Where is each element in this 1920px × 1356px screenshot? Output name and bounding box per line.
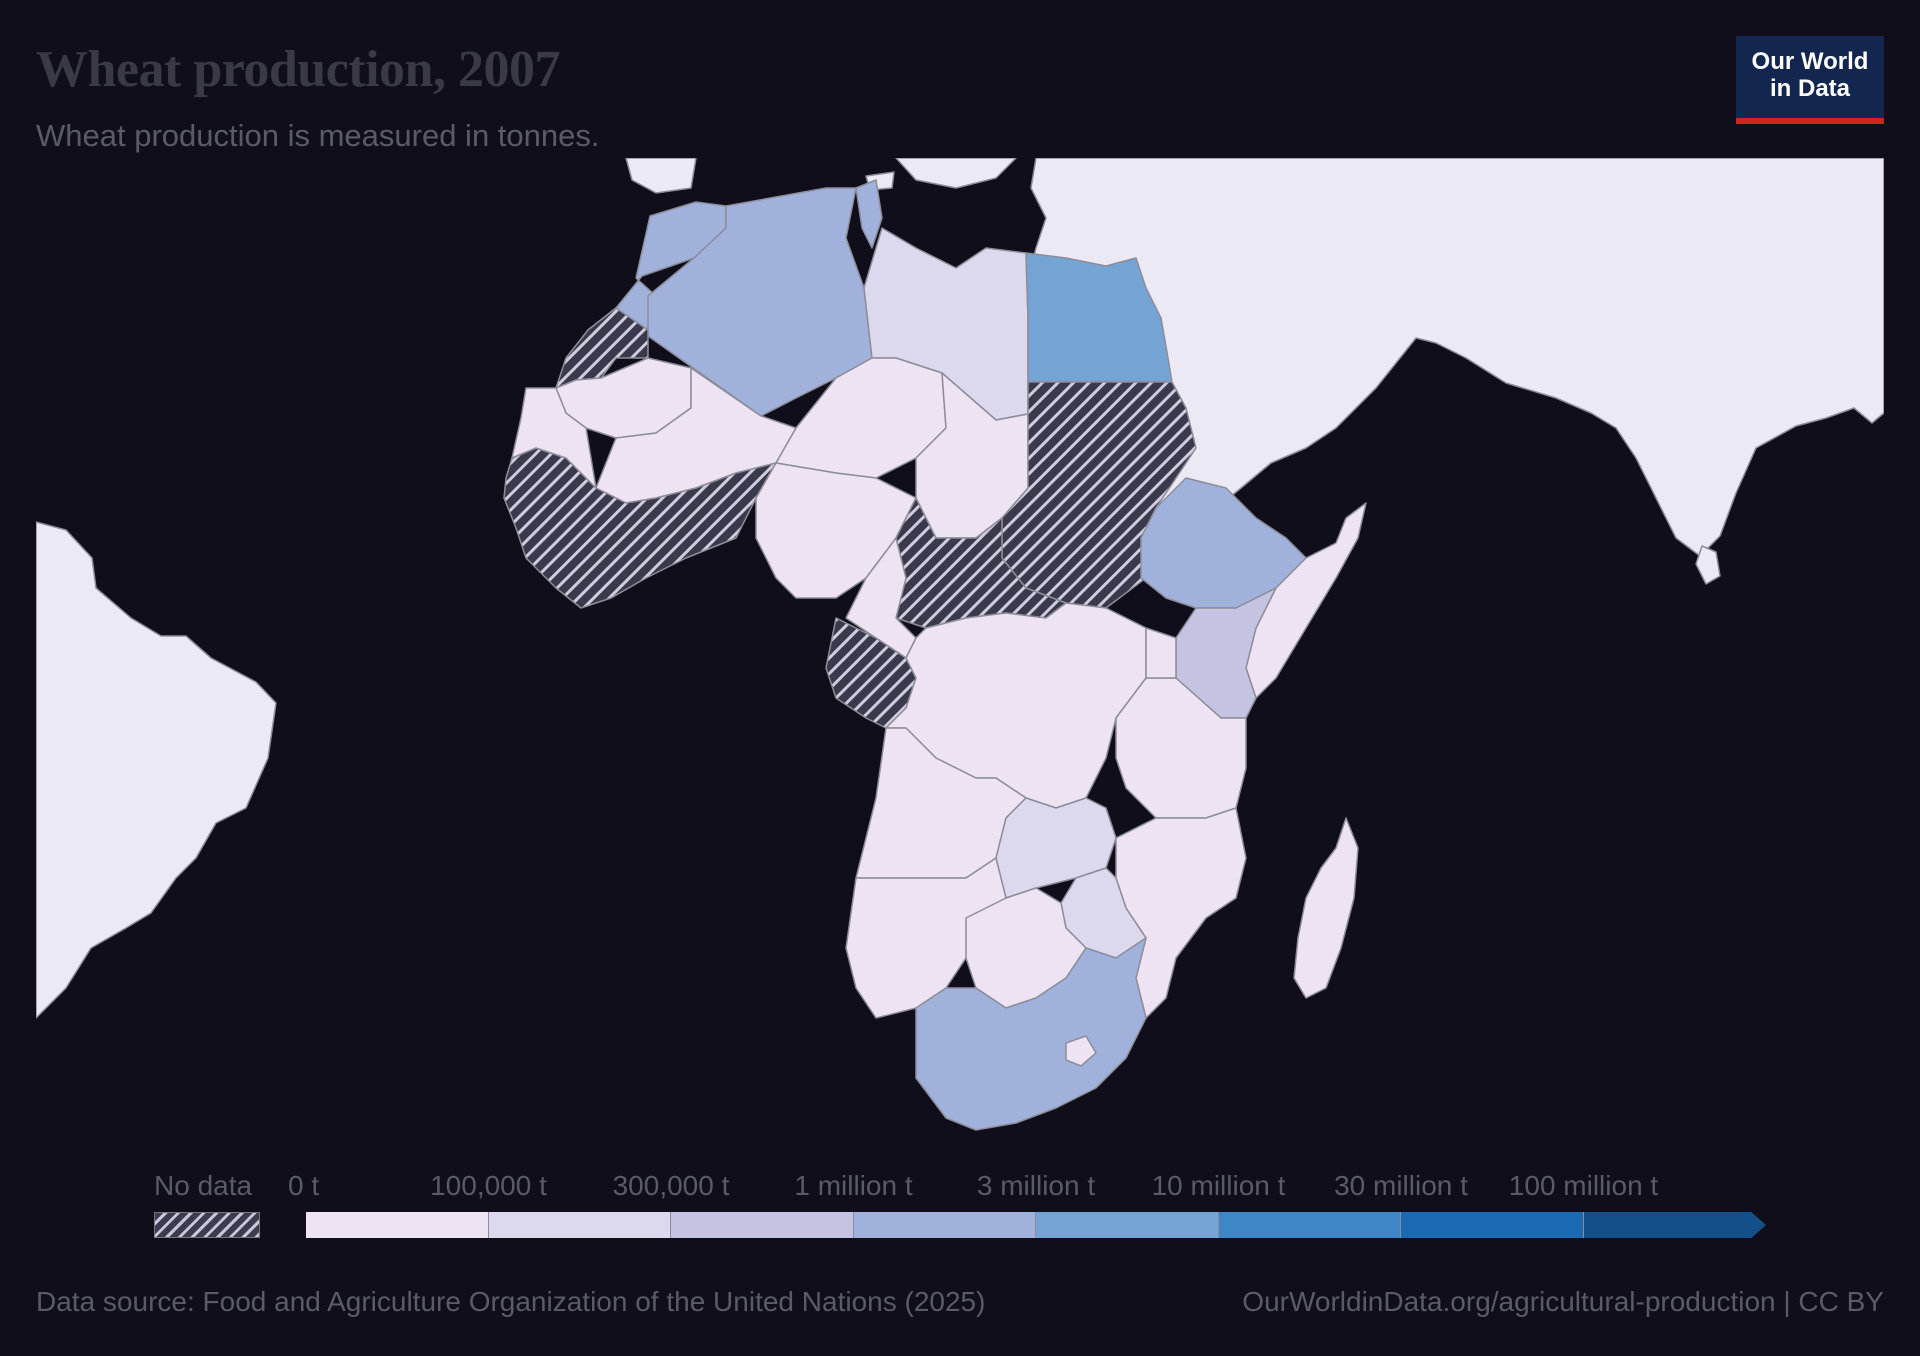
region-lesotho[interactable]: [1065, 1035, 1097, 1067]
region-madagascar[interactable]: [1293, 817, 1359, 999]
region-egypt[interactable]: [1025, 252, 1173, 383]
legend-bin-0[interactable]: [306, 1212, 489, 1238]
legend-tick-label: 30 million t: [1334, 1170, 1468, 1201]
region-senegal[interactable]: [511, 387, 597, 489]
legend-bin-7[interactable]: [1583, 1212, 1766, 1238]
legend-no-data-label: No data: [154, 1170, 253, 1201]
region-algeria[interactable]: [647, 187, 873, 417]
region-europe[interactable]: [625, 158, 697, 194]
choropleth-map[interactable]: [36, 158, 1884, 1138]
logo-line-2: in Data: [1769, 75, 1850, 102]
logo-line-1: Our World: [1751, 48, 1869, 75]
legend-no-data-swatch[interactable]: [154, 1212, 260, 1238]
legend-bin-4[interactable]: [1036, 1212, 1219, 1238]
owid-logo[interactable]: Our World in Data: [1736, 36, 1884, 124]
legend-tick-label: 10 million t: [1151, 1170, 1286, 1201]
legend-tick-label: 1 million t: [794, 1170, 913, 1201]
region-italy[interactable]: [895, 158, 1017, 189]
legend-tick-label: 300,000 t: [612, 1170, 730, 1201]
region-western-sahara[interactable]: [555, 307, 649, 389]
region-tunisia[interactable]: [855, 179, 883, 249]
chart-title: Wheat production, 2007: [36, 41, 560, 98]
legend-tick-label: 100 million t: [1508, 1170, 1659, 1201]
legend-bin-5[interactable]: [1218, 1212, 1401, 1238]
region-sri-lanka[interactable]: [1695, 545, 1721, 585]
region-south-africa[interactable]: [915, 937, 1147, 1131]
data-source: Data source: Food and Agriculture Organi…: [36, 1286, 986, 1317]
legend-tick-label: 100,000 t: [430, 1170, 547, 1201]
legend-bin-6[interactable]: [1401, 1212, 1584, 1238]
chart-subtitle: Wheat production is measured in tonnes.: [36, 118, 600, 153]
region-south-america[interactable]: [36, 521, 277, 1019]
region-uganda[interactable]: [1145, 627, 1177, 679]
legend-bin-1[interactable]: [488, 1212, 671, 1238]
region-west-africa-coast[interactable]: [503, 447, 777, 609]
source-url[interactable]: OurWorldinData.org/agricultural-producti…: [1242, 1286, 1884, 1317]
legend-tick-label: 3 million t: [976, 1170, 1096, 1201]
legend-bin-2[interactable]: [671, 1212, 854, 1238]
legend-bin-3[interactable]: [853, 1212, 1036, 1238]
legend-tick-label: 0 t: [288, 1170, 320, 1201]
